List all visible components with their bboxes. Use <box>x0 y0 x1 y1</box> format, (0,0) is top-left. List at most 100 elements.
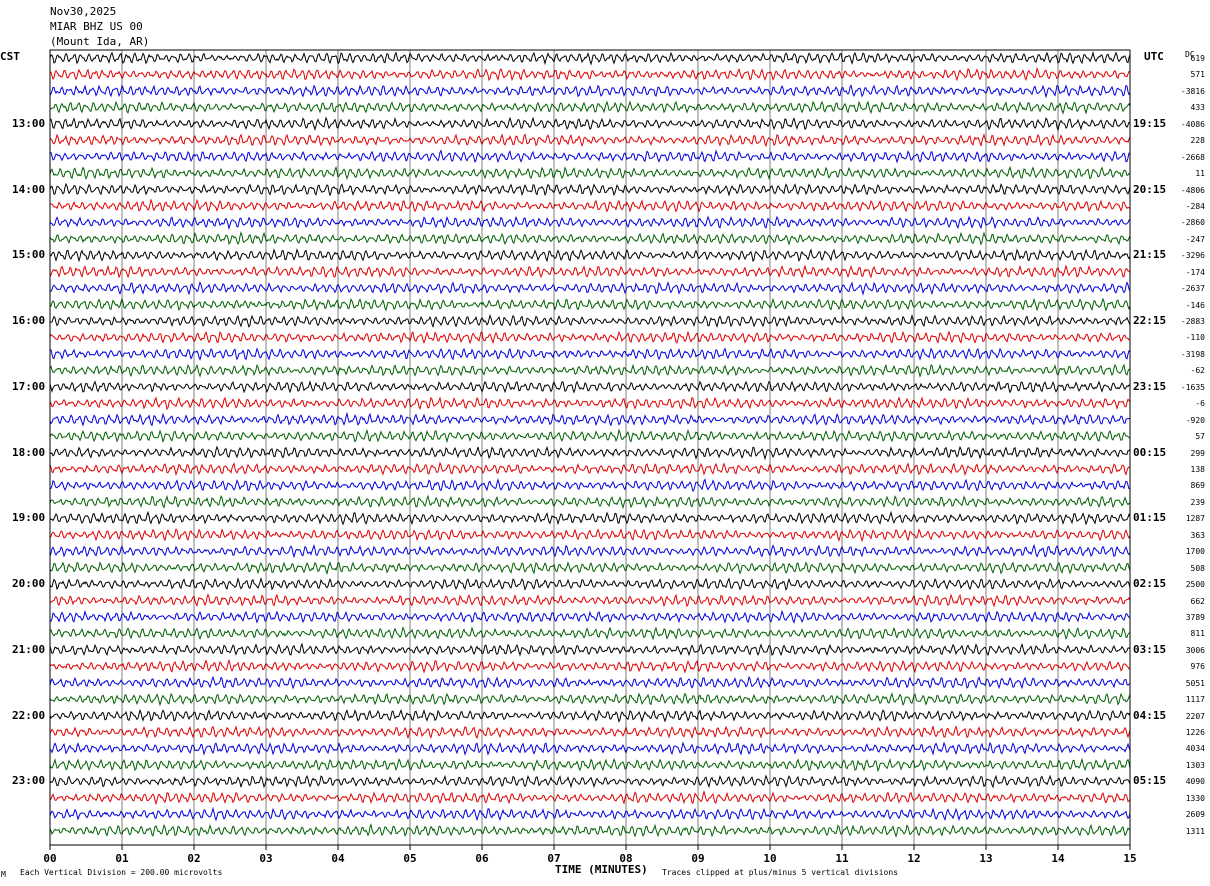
header-date: Nov30,2025 <box>50 5 117 18</box>
dc-offset-label: -110 <box>1185 333 1205 343</box>
dc-offset-label: 571 <box>1190 70 1205 80</box>
trace-line <box>49 593 1131 608</box>
dc-offset-label: 976 <box>1190 662 1205 672</box>
dc-offset-label: 4034 <box>1185 744 1205 754</box>
trace-line <box>49 577 1131 592</box>
trace-line <box>49 510 1131 526</box>
right-hour-label: 02:15 <box>1133 577 1167 591</box>
right-hour-label: 05:15 <box>1133 774 1167 788</box>
left-hour-label: 20:00 <box>12 577 46 591</box>
x-axis-title: TIME (MINUTES) <box>555 863 648 876</box>
right-hour-label: 20:15 <box>1133 182 1167 196</box>
dc-offset-label: 619 <box>1190 54 1205 63</box>
dc-offset-label: -146 <box>1185 300 1205 310</box>
x-tick-label: 00 <box>43 852 56 865</box>
x-tick-label: 05 <box>403 852 416 865</box>
dc-offset-label: 508 <box>1190 563 1205 573</box>
trace-line <box>49 313 1131 329</box>
corner-mark: M <box>1 870 6 879</box>
trace-line <box>49 609 1131 624</box>
x-tick-label: 03 <box>259 852 272 865</box>
trace-line <box>49 165 1131 181</box>
dc-offset-label: -284 <box>1185 201 1205 211</box>
left-hour-label: 22:00 <box>12 708 46 722</box>
left-hour-label: 23:00 <box>12 774 46 788</box>
trace-line <box>49 280 1131 296</box>
trace-line <box>49 84 1131 99</box>
x-tick-label: 07 <box>547 852 560 865</box>
trace-line <box>49 774 1131 789</box>
dc-offset-label: 1117 <box>1185 695 1205 705</box>
dc-offset-label: -2637 <box>1180 284 1205 294</box>
x-tick-label: 01 <box>115 852 129 865</box>
x-tick-label: 06 <box>475 852 489 865</box>
trace-line <box>49 116 1131 132</box>
trace-line <box>49 789 1131 806</box>
x-tick-label: 14 <box>1051 852 1065 865</box>
left-hour-label: 17:00 <box>12 379 46 393</box>
trace-line <box>49 626 1131 641</box>
left-hour-label: 13:00 <box>12 116 46 130</box>
dc-offset-label: 299 <box>1190 448 1205 458</box>
trace-line <box>49 67 1131 82</box>
scale-note: Each Vertical Division = 200.00 microvol… <box>20 868 223 877</box>
x-tick-label: 04 <box>331 852 345 865</box>
trace-group <box>49 50 1131 838</box>
left-hour-label: 15:00 <box>12 248 46 262</box>
left-hour-label: 18:00 <box>12 445 46 459</box>
dc-offset-label: 1303 <box>1185 760 1205 770</box>
right-hour-label: 19:15 <box>1133 116 1167 130</box>
right-hour-label: 22:15 <box>1133 314 1167 328</box>
header-station: MIAR BHZ US 00 <box>50 20 143 33</box>
trace-line <box>49 100 1131 115</box>
trace-line <box>49 182 1131 197</box>
right-hour-label: 23:15 <box>1133 379 1167 393</box>
trace-line <box>49 411 1130 427</box>
dc-offset-label: 1330 <box>1185 793 1205 803</box>
trace-line <box>49 50 1131 66</box>
dc-offset-label: 1226 <box>1185 728 1205 738</box>
left-hour-label: 19:00 <box>12 511 46 525</box>
trace-line <box>49 708 1131 723</box>
trace-line <box>49 725 1131 740</box>
cst-label: CST <box>0 50 20 63</box>
left-hour-label: 16:00 <box>12 314 46 328</box>
trace-line <box>49 543 1131 559</box>
dc-offset-label: 2609 <box>1185 810 1205 820</box>
trace-line <box>49 380 1131 394</box>
left-hour-label: 14:00 <box>12 182 46 196</box>
x-tick-group: 00 01 02 03 04 05 06 07 08 09 10 11 12 13 14 15 <box>43 845 1137 865</box>
trace-line <box>49 248 1131 263</box>
dc-offset-label: 1287 <box>1185 514 1205 524</box>
trace-line <box>49 478 1131 493</box>
trace-line <box>50 132 1131 148</box>
dc-offset-label: 869 <box>1190 481 1205 491</box>
trace-line <box>49 642 1131 657</box>
dc-offset-label: -247 <box>1185 234 1205 244</box>
dc-offset-label: 57 <box>1195 432 1205 442</box>
dc-offset-label: -2883 <box>1180 317 1205 327</box>
dc-offset-label: 2207 <box>1185 711 1205 721</box>
dc-offset-label: 2500 <box>1185 580 1205 590</box>
dc-offset-label: 811 <box>1190 629 1205 639</box>
trace-line <box>49 297 1131 312</box>
dc-offset-label: -3296 <box>1180 251 1205 261</box>
x-tick-label: 15 <box>1123 852 1136 865</box>
trace-line <box>49 461 1131 476</box>
grid-group <box>49 49 1131 846</box>
trace-line <box>49 347 1131 361</box>
right-hour-label: 00:15 <box>1133 445 1167 459</box>
x-tick-label: 12 <box>907 852 920 865</box>
right-hour-label: 21:15 <box>1133 248 1167 262</box>
dc-offset-label: -4086 <box>1180 119 1205 129</box>
plot-frame <box>49 49 1131 846</box>
dc-offset-label: -62 <box>1190 366 1205 376</box>
dc-offset-label: -2860 <box>1180 218 1205 228</box>
trace-line <box>49 264 1131 279</box>
trace-line <box>49 741 1131 756</box>
dc-offset-label: 239 <box>1190 497 1205 507</box>
utc-label: UTC <box>1144 50 1164 63</box>
left-hour-label: 21:00 <box>12 642 46 656</box>
trace-line <box>49 428 1131 444</box>
trace-line <box>49 823 1131 838</box>
